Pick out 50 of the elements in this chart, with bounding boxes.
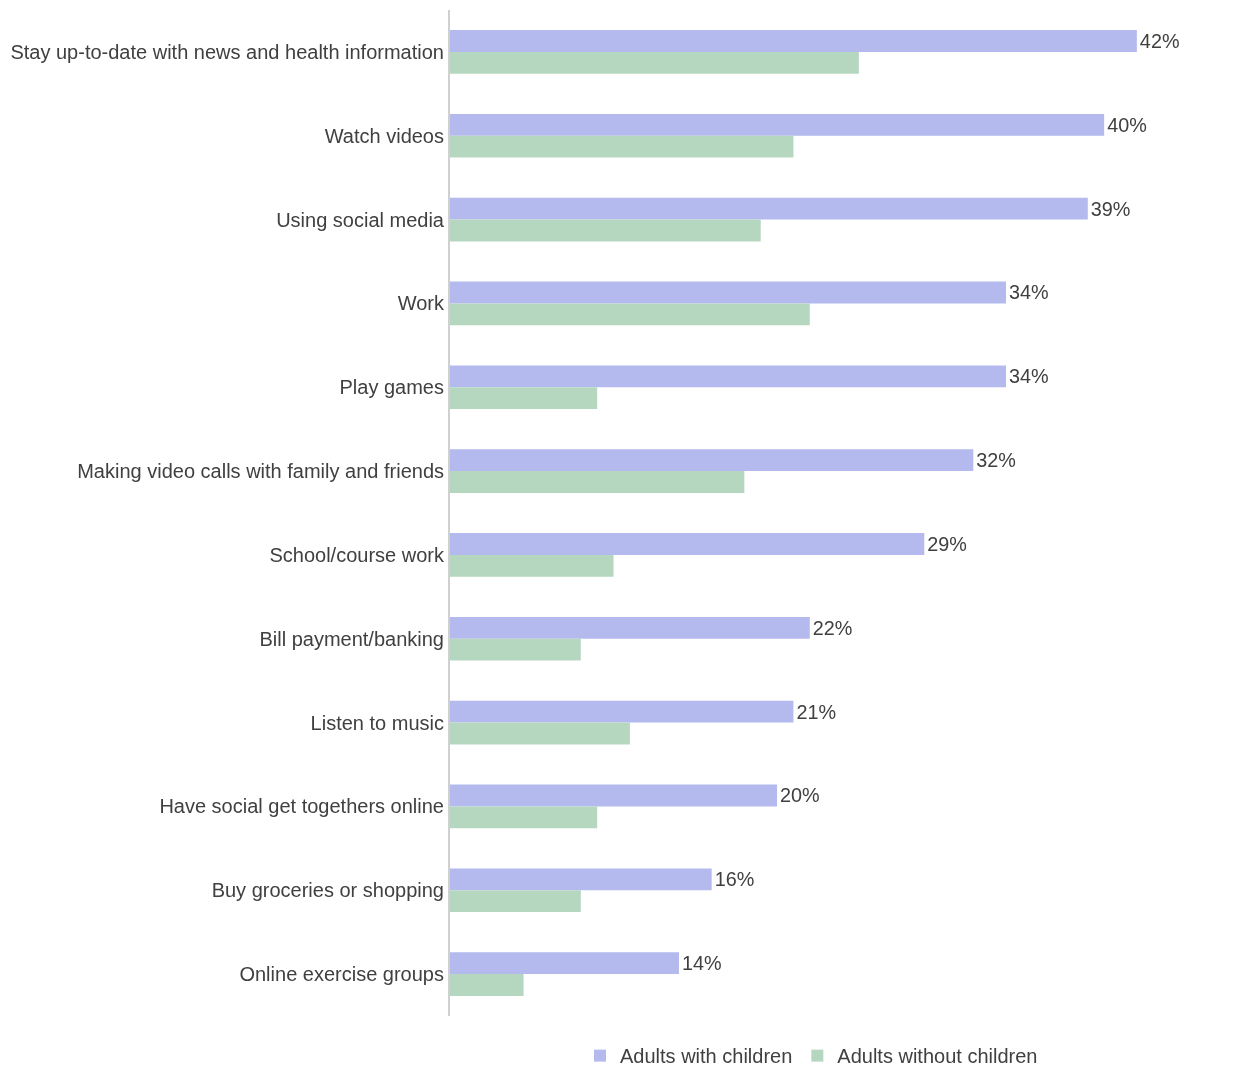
y-tick-label: Watch videos — [324, 124, 444, 147]
bar — [450, 303, 810, 326]
data-label: 22% — [812, 616, 853, 639]
y-tick-label: Play games — [339, 376, 444, 399]
bar — [450, 638, 581, 661]
bar — [450, 135, 794, 158]
data-label: 39% — [1090, 197, 1131, 220]
data-label: 21% — [796, 700, 837, 723]
bar — [450, 365, 1007, 388]
legend-label: Adults without children — [837, 1045, 1038, 1068]
y-tick-label: Making video calls with family and friends — [77, 460, 444, 483]
y-tick-label: Buy groceries or shopping — [211, 879, 444, 902]
y-tick-label: School/course work — [269, 543, 445, 566]
y-tick-label: Online exercise groups — [239, 963, 444, 986]
data-label: 32% — [976, 449, 1016, 472]
legend-label: Adults with children — [620, 1045, 793, 1068]
bar — [450, 974, 524, 996]
bar — [450, 533, 925, 555]
bar — [450, 471, 745, 493]
y-tick-label: Using social media — [276, 208, 445, 231]
data-label: 14% — [681, 952, 722, 975]
bar — [450, 113, 1105, 136]
data-label: 42% — [1139, 29, 1180, 52]
bar — [450, 387, 598, 410]
bar — [450, 449, 974, 472]
bar — [450, 806, 598, 829]
y-tick-label: Have social get togethers online — [159, 795, 444, 818]
bar — [450, 197, 1088, 220]
y-tick-label: Stay up-to-date with news and health information — [10, 40, 444, 63]
bar — [450, 30, 1137, 52]
bar — [450, 554, 614, 577]
data-label: 20% — [780, 784, 820, 807]
bar — [450, 219, 761, 242]
data-label: 40% — [1107, 113, 1147, 136]
bar — [450, 784, 778, 807]
data-label: 29% — [927, 532, 967, 555]
y-tick-label: Work — [397, 292, 445, 315]
bar — [450, 952, 679, 975]
data-label: 16% — [714, 868, 755, 891]
y-tick-label: Bill payment/banking — [259, 627, 444, 650]
bar — [450, 51, 859, 74]
bar — [450, 722, 630, 745]
bar — [450, 700, 794, 723]
data-label: 34% — [1009, 281, 1049, 304]
bar — [450, 890, 581, 913]
data-label: 34% — [1009, 365, 1049, 388]
bar — [450, 868, 712, 891]
y-tick-label: Listen to music — [310, 711, 444, 734]
bar — [450, 281, 1007, 304]
bar — [450, 616, 810, 639]
